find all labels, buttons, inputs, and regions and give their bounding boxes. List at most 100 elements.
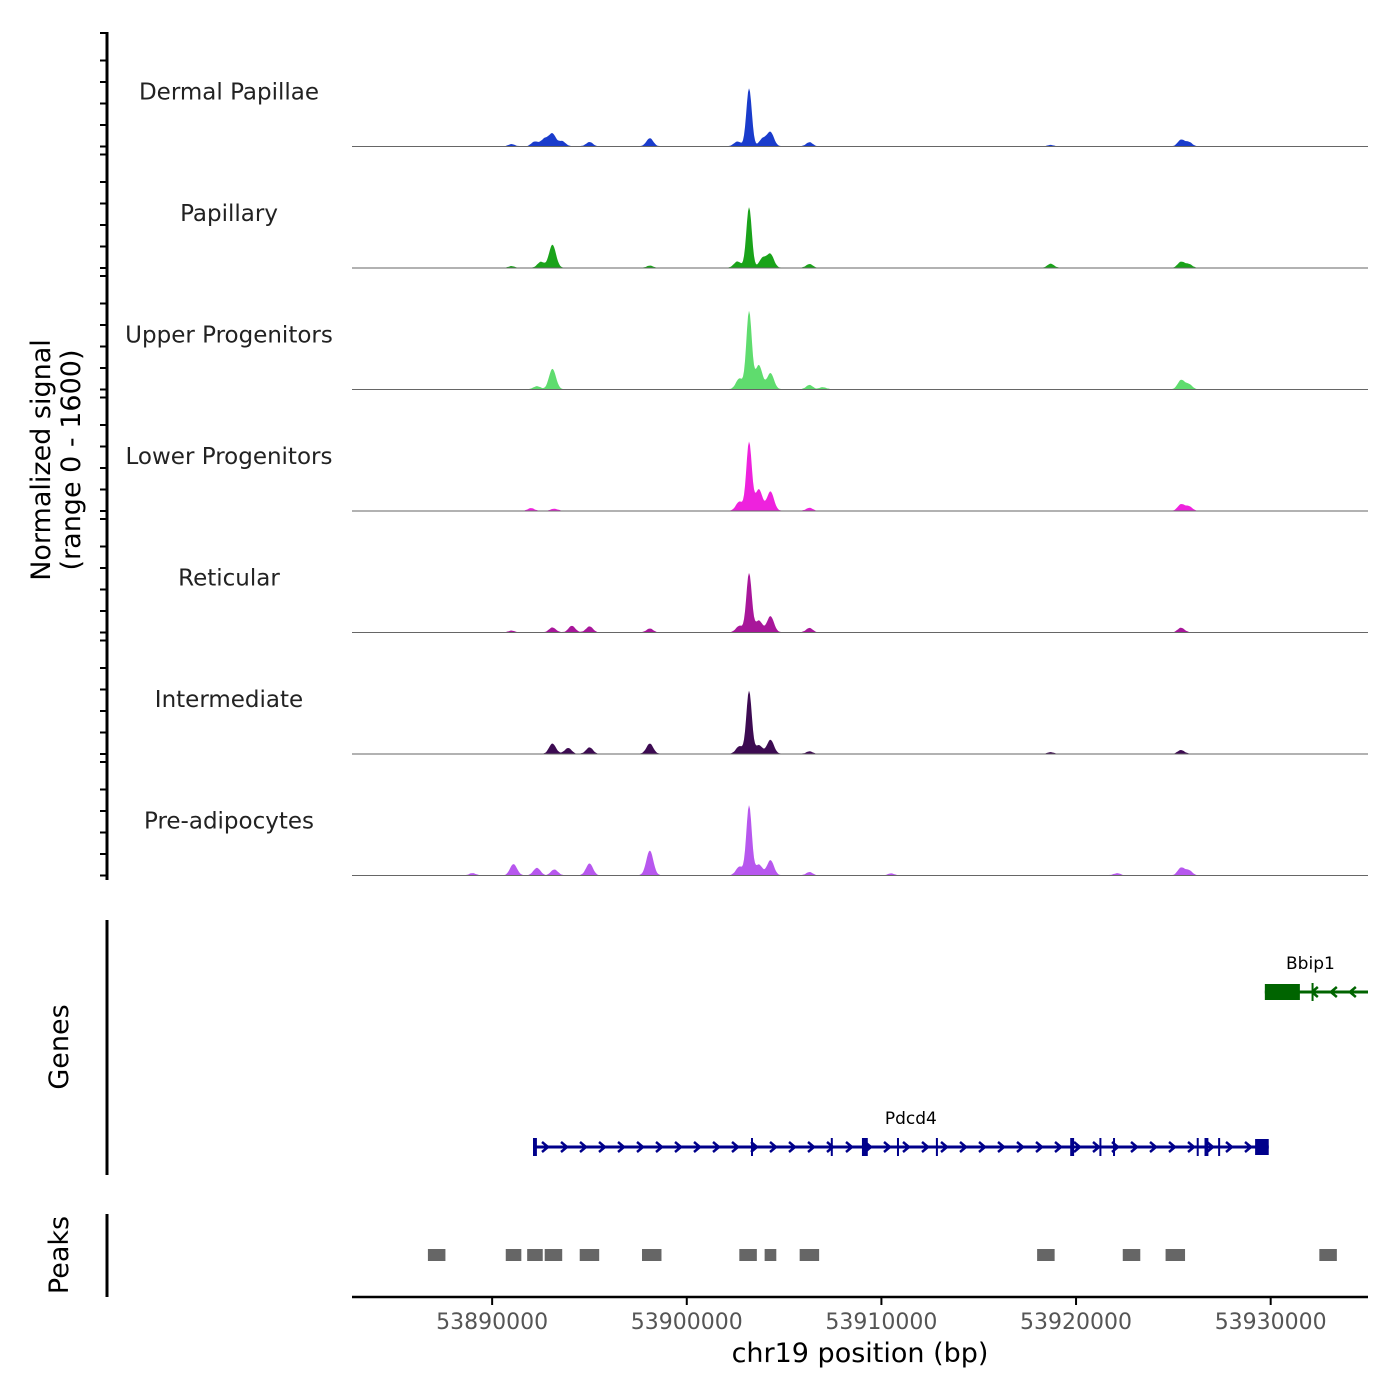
- x-tick-label: 53910000: [825, 1310, 937, 1335]
- gene-exon: [1113, 1138, 1116, 1156]
- x-axis-label: chr19 position (bp): [732, 1338, 989, 1369]
- strand-arrow: [1328, 986, 1338, 998]
- strand-arrow: [560, 1141, 569, 1153]
- strand-arrow: [1168, 1141, 1177, 1153]
- peak-region: [799, 1249, 820, 1261]
- peak-region: [579, 1249, 600, 1261]
- strand-arrow: [693, 1141, 702, 1153]
- peak-region: [527, 1249, 543, 1261]
- strand-arrow: [826, 1141, 835, 1153]
- gene-exon: [1311, 983, 1314, 1001]
- strand-arrow: [750, 1141, 759, 1153]
- gene-exon: [1099, 1138, 1102, 1156]
- coverage-area: [352, 441, 1368, 511]
- gene-exon: [1264, 984, 1300, 1000]
- strand-arrow: [1206, 1141, 1215, 1153]
- x-tick-label: 53920000: [1020, 1310, 1132, 1335]
- gene-exon: [830, 1138, 833, 1156]
- peak-region: [1319, 1249, 1337, 1261]
- strand-arrow: [1347, 986, 1357, 998]
- genes-track-label: Genes: [44, 1004, 75, 1089]
- track-label: Pre-adipocytes: [144, 809, 314, 835]
- strand-arrow: [1225, 1141, 1234, 1153]
- strand-arrow: [1130, 1141, 1139, 1153]
- strand-arrow: [902, 1141, 911, 1153]
- genes-track: Bbip1 Pdcd4: [533, 954, 1368, 1156]
- strand-arrow: [1149, 1141, 1158, 1153]
- strand-arrow: [579, 1141, 588, 1153]
- coverage-area: [352, 207, 1368, 268]
- strand-arrow: [959, 1141, 968, 1153]
- strand-arrow: [769, 1141, 778, 1153]
- track-label: Dermal Papillae: [139, 80, 319, 106]
- peak-region: [544, 1249, 563, 1261]
- strand-arrow: [788, 1141, 797, 1153]
- track-reticular: Reticular: [178, 566, 1368, 633]
- coverage-area: [352, 572, 1368, 633]
- gene-exon: [1218, 1138, 1221, 1156]
- track-label: Papillary: [180, 201, 278, 227]
- track-papillary: Papillary: [180, 201, 1368, 269]
- strand-arrow: [807, 1141, 816, 1153]
- track-label: Upper Progenitors: [125, 323, 333, 349]
- peak-region: [739, 1249, 757, 1261]
- gene-exon: [896, 1138, 899, 1156]
- coverage-area: [352, 690, 1368, 754]
- peak-region: [505, 1249, 522, 1261]
- peak-region: [1122, 1249, 1141, 1261]
- strand-arrow: [997, 1141, 1006, 1153]
- track-label: Reticular: [178, 566, 280, 592]
- strand-arrow: [712, 1141, 721, 1153]
- peak-region: [764, 1249, 777, 1261]
- peak-region: [1037, 1249, 1055, 1261]
- strand-arrow: [1244, 1141, 1253, 1153]
- gene-exon: [751, 1138, 754, 1156]
- gene-exon: [935, 1138, 938, 1156]
- strand-arrow: [978, 1141, 987, 1153]
- strand-arrow: [541, 1141, 550, 1153]
- gene-bbip1: Bbip1: [1264, 954, 1368, 1001]
- track-label: Lower Progenitors: [126, 444, 333, 470]
- strand-arrow: [1092, 1141, 1101, 1153]
- x-axis: 53890000 53900000 53910000 53920000 53930000: [352, 1295, 1368, 1335]
- gene-label: Bbip1: [1286, 954, 1335, 974]
- coverage-tracks: Dermal Papillae Papillary Upper Progenitor…: [125, 80, 1368, 876]
- strand-arrow: [921, 1141, 930, 1153]
- coverage-y-axis: [100, 32, 109, 880]
- strand-arrow: [1187, 1141, 1196, 1153]
- gene-exon: [1196, 1138, 1199, 1156]
- gene-exon: [861, 1138, 868, 1156]
- x-tick-label: 53930000: [1215, 1310, 1327, 1335]
- strand-arrow: [731, 1141, 740, 1153]
- strand-arrow: [636, 1141, 645, 1153]
- strand-arrow: [940, 1141, 949, 1153]
- peak-region: [427, 1249, 446, 1261]
- x-tick-label: 53900000: [631, 1310, 743, 1335]
- gene-exon: [1204, 1138, 1209, 1156]
- strand-arrow: [1016, 1141, 1025, 1153]
- coverage-area: [352, 310, 1368, 390]
- track-pre-adipocytes: Pre-adipocytes: [144, 805, 1368, 876]
- peaks-track-label: Peaks: [44, 1216, 75, 1294]
- y-axis-label-line2: (range 0 - 1600): [56, 350, 87, 571]
- gene-exon: [1255, 1139, 1269, 1155]
- track-label: Intermediate: [155, 687, 303, 713]
- x-tick-label: 53890000: [436, 1310, 548, 1335]
- strand-arrow: [1054, 1141, 1063, 1153]
- strand-arrow: [1035, 1141, 1044, 1153]
- coverage-area: [352, 805, 1368, 876]
- peak-region: [642, 1249, 662, 1261]
- strand-arrow: [883, 1141, 892, 1153]
- peaks-track: [427, 1249, 1337, 1261]
- gene-label: Pdcd4: [885, 1109, 937, 1129]
- strand-arrow: [655, 1141, 664, 1153]
- track-lower-progenitors: Lower Progenitors: [126, 441, 1368, 512]
- gene-pdcd4: Pdcd4: [533, 1109, 1269, 1156]
- strand-arrow: [598, 1141, 607, 1153]
- track-upper-progenitors: Upper Progenitors: [125, 310, 1368, 390]
- gene-exon: [1070, 1138, 1075, 1156]
- y-axis-label-line1: Normalized signal: [26, 339, 57, 581]
- strand-arrow: [1073, 1141, 1082, 1153]
- coverage-area: [352, 88, 1368, 147]
